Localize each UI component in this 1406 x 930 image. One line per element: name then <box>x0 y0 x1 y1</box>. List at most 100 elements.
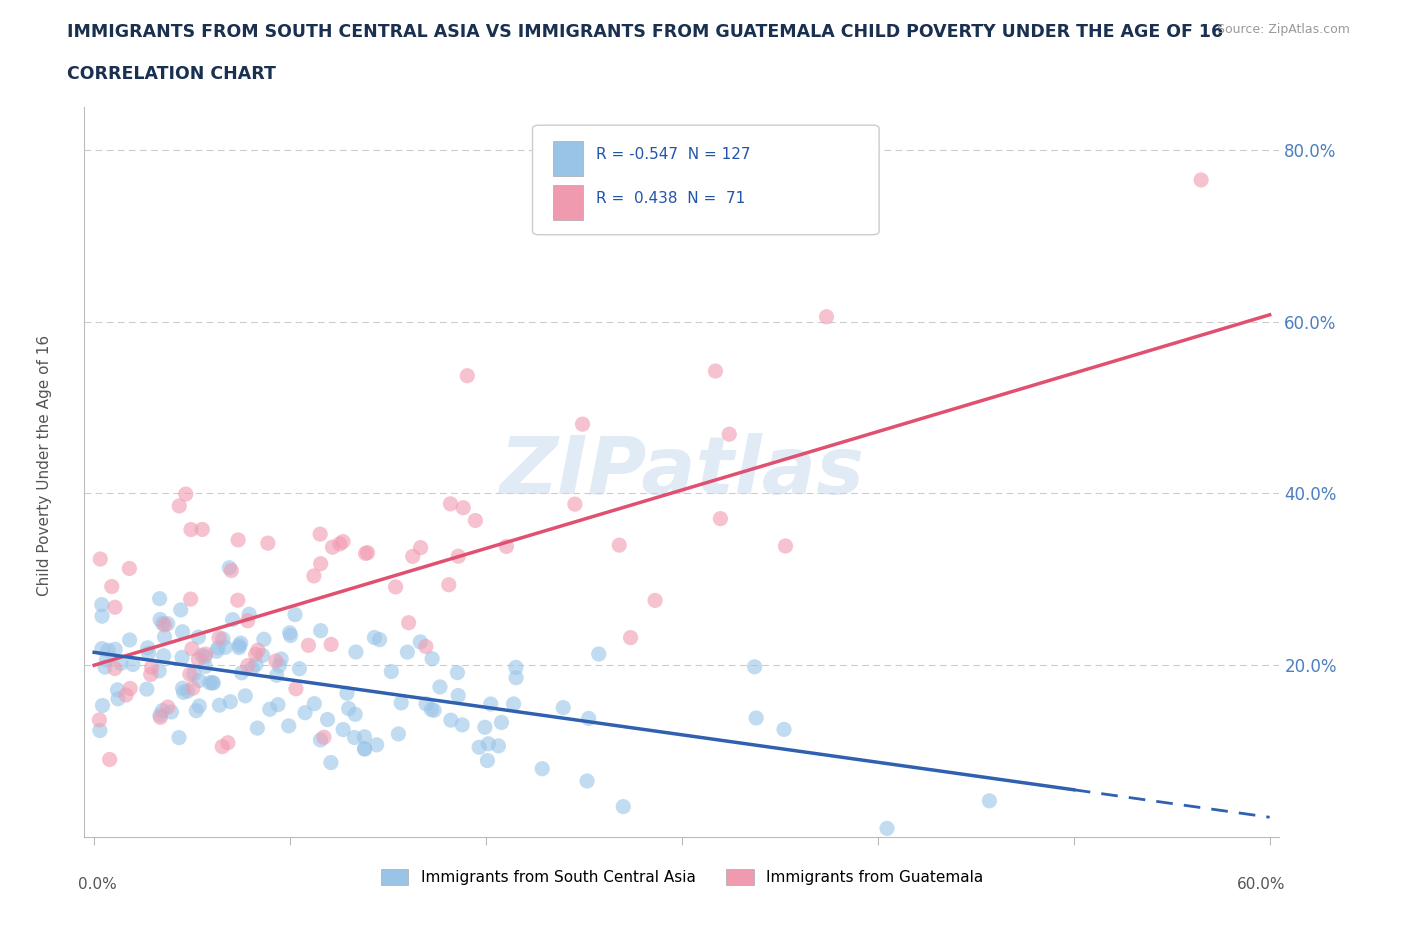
Point <box>366 737 388 752</box>
Point <box>246 643 269 658</box>
Point <box>208 698 231 712</box>
Point <box>138 645 160 660</box>
Point <box>201 675 224 690</box>
Point <box>356 545 378 560</box>
Point <box>588 646 610 661</box>
Point <box>211 739 233 754</box>
Point <box>91 698 114 713</box>
Point <box>353 729 375 744</box>
Point <box>104 661 127 676</box>
Point <box>89 551 111 566</box>
Point <box>451 717 474 732</box>
Point <box>101 579 124 594</box>
Point <box>612 799 634 814</box>
Point <box>236 658 259 673</box>
Legend: Immigrants from South Central Asia, Immigrants from Guatemala: Immigrants from South Central Asia, Immi… <box>375 863 988 892</box>
Point <box>122 658 145 672</box>
Point <box>744 659 766 674</box>
Point <box>240 661 263 676</box>
Point <box>246 721 269 736</box>
Point <box>98 752 121 767</box>
Point <box>278 625 301 640</box>
Point <box>107 683 129 698</box>
Point <box>353 741 375 756</box>
Point <box>148 663 170 678</box>
Point <box>217 736 239 751</box>
Point <box>141 659 163 674</box>
Point <box>329 537 352 551</box>
Point <box>704 364 727 379</box>
Point <box>446 665 468 680</box>
Point <box>398 616 420 631</box>
Point <box>115 687 138 702</box>
Point <box>302 568 325 583</box>
Point <box>420 651 443 666</box>
Point <box>191 522 214 537</box>
Point <box>384 579 406 594</box>
Point <box>170 603 193 618</box>
FancyBboxPatch shape <box>553 185 582 220</box>
Point <box>257 536 280 551</box>
Point <box>409 540 432 555</box>
Point <box>172 624 194 639</box>
Point <box>773 722 796 737</box>
Point <box>181 681 204 696</box>
FancyBboxPatch shape <box>533 126 879 234</box>
Point <box>284 607 307 622</box>
Point <box>447 688 470 703</box>
Point <box>236 613 259 628</box>
Point <box>270 652 292 667</box>
Point <box>332 534 354 549</box>
Point <box>135 682 157 697</box>
Point <box>252 648 274 663</box>
Point <box>477 737 499 751</box>
Point <box>316 712 339 727</box>
Point <box>179 667 201 682</box>
Point <box>343 730 366 745</box>
Point <box>502 697 524 711</box>
Point <box>619 631 641 645</box>
Point <box>267 698 290 712</box>
Point <box>149 708 172 723</box>
Point <box>160 705 183 720</box>
Point <box>194 658 217 673</box>
Point <box>269 658 291 673</box>
Point <box>167 730 190 745</box>
Point <box>202 675 225 690</box>
Point <box>139 667 162 682</box>
Point <box>110 656 132 671</box>
Point <box>309 556 332 571</box>
Point <box>415 639 437 654</box>
Point <box>96 653 118 668</box>
Point <box>451 500 474 515</box>
Text: R = -0.547  N = 127: R = -0.547 N = 127 <box>596 147 751 162</box>
Point <box>294 705 316 720</box>
Point <box>354 546 377 561</box>
Point <box>221 563 243 578</box>
Point <box>477 753 499 768</box>
Point <box>474 720 496 735</box>
Point <box>219 695 242 710</box>
Point <box>205 644 228 658</box>
Point <box>218 561 240 576</box>
Point <box>90 597 112 612</box>
Point <box>312 730 335 745</box>
Point <box>337 701 360 716</box>
Point <box>979 793 1001 808</box>
Point <box>745 711 768 725</box>
Point <box>553 700 575 715</box>
Point <box>479 697 502 711</box>
Point <box>91 609 114 624</box>
Point <box>226 592 249 607</box>
Point <box>309 733 332 748</box>
Point <box>149 591 172 606</box>
Text: R =  0.438  N =  71: R = 0.438 N = 71 <box>596 191 745 206</box>
Point <box>238 607 260 622</box>
Point <box>153 618 176 632</box>
Point <box>233 688 256 703</box>
Point <box>709 512 731 526</box>
Point <box>332 722 354 737</box>
Point <box>152 616 174 631</box>
Point <box>198 675 221 690</box>
Point <box>437 578 460 592</box>
